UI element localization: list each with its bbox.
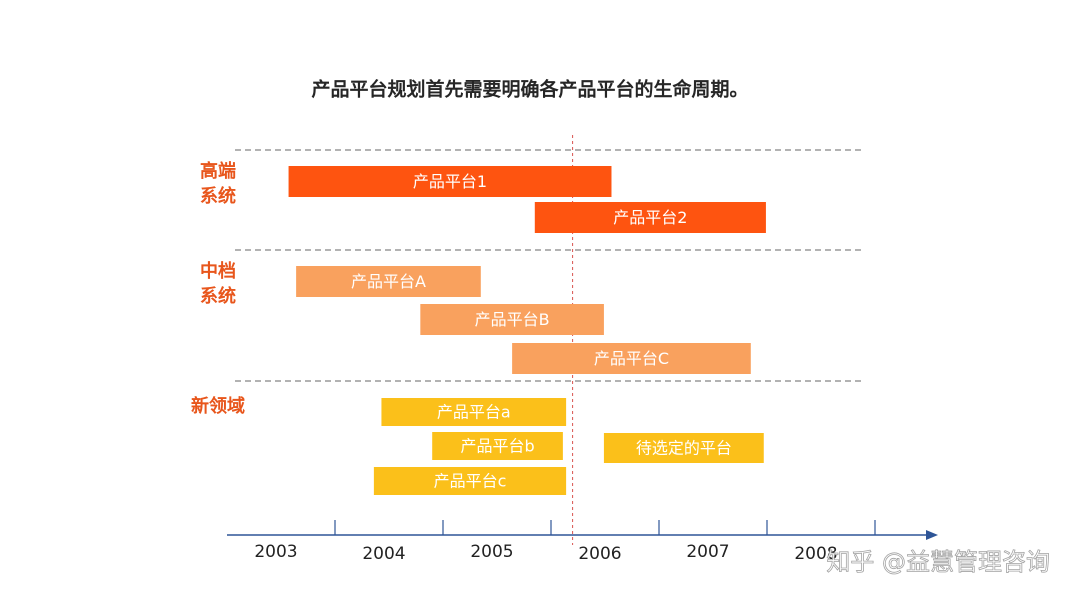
group-label: 系统	[200, 185, 236, 207]
bar-label: 产品平台A	[351, 272, 426, 291]
group-label: 高端	[200, 160, 236, 182]
axis-arrow	[926, 530, 938, 540]
bar	[288, 166, 612, 197]
group-label: 中档	[200, 260, 236, 282]
bar-label: 产品平台B	[475, 310, 550, 329]
bar-label: 产品平台2	[613, 208, 687, 227]
watermark: 知乎 @益慧管理咨询	[826, 548, 1050, 576]
bar	[512, 343, 751, 374]
bar-label: 待选定的平台	[636, 439, 732, 458]
chart-title: 产品平台规划首先需要明确各产品平台的生命周期。	[311, 78, 748, 101]
bar	[373, 467, 567, 495]
x-tick-label: 2008	[794, 544, 837, 564]
bar-label: 产品平台c	[434, 472, 507, 491]
x-tick-label: 2003	[254, 542, 297, 562]
bar-label: 产品平台1	[413, 172, 487, 191]
group-label: 新领域	[191, 395, 245, 417]
bar-label: 产品平台C	[594, 349, 669, 368]
x-tick-label: 2005	[470, 542, 513, 562]
bar-label: 产品平台b	[460, 437, 534, 456]
bar-label: 产品平台a	[437, 403, 511, 422]
bar	[381, 398, 567, 426]
group-label: 系统	[200, 285, 236, 307]
x-tick-label: 2006	[578, 544, 621, 564]
bar	[603, 433, 764, 463]
bar	[296, 266, 481, 297]
bar	[534, 202, 766, 233]
x-tick-label: 2007	[686, 542, 729, 562]
bar	[420, 304, 604, 335]
bar	[432, 432, 563, 460]
x-tick-label: 2004	[362, 544, 405, 564]
